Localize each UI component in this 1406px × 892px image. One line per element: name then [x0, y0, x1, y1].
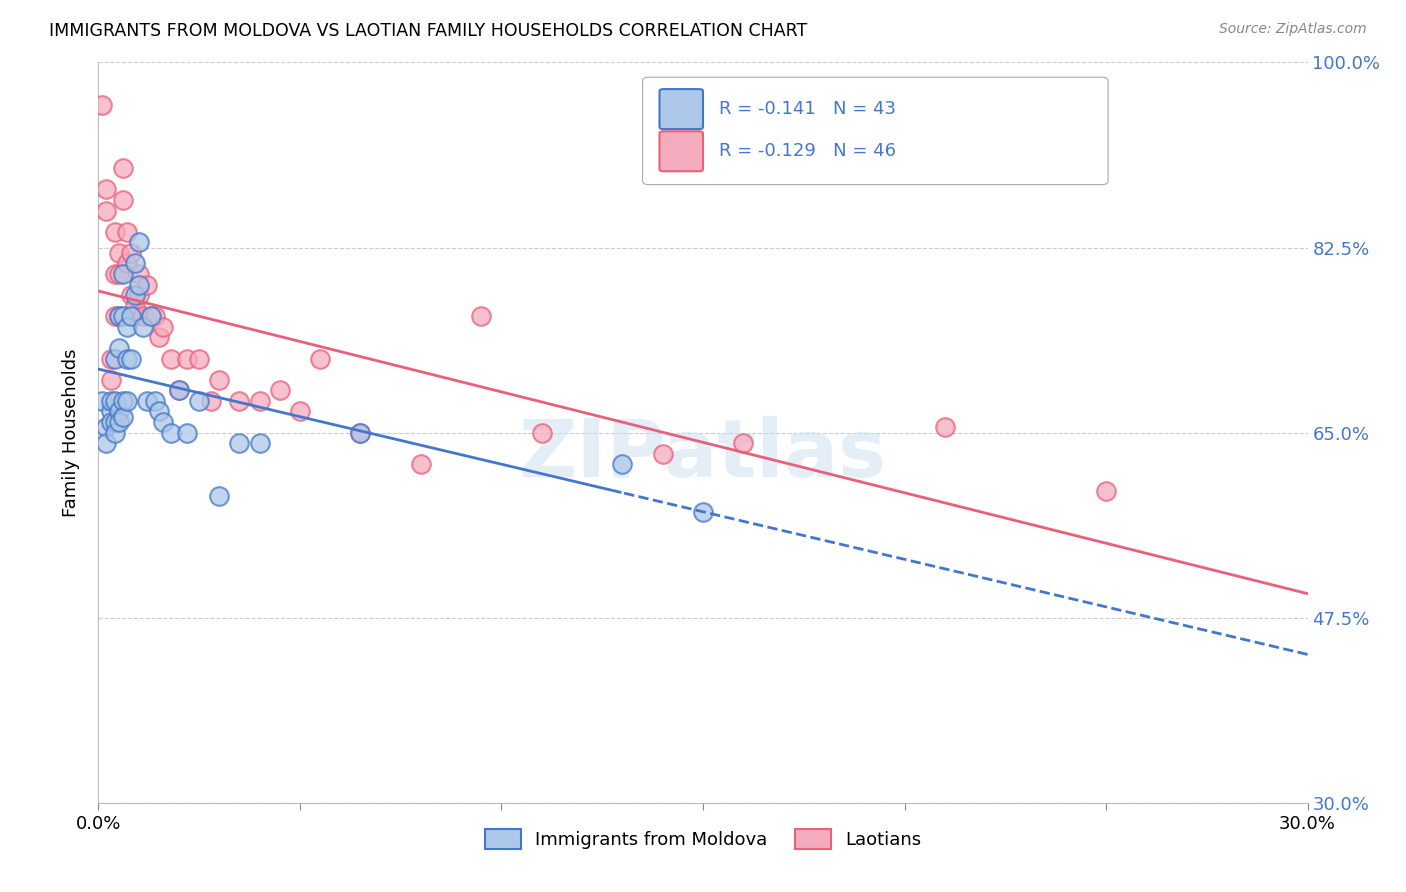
Legend: Immigrants from Moldova, Laotians: Immigrants from Moldova, Laotians	[478, 822, 928, 856]
Point	[733, 436, 755, 450]
Text: R = -0.141   N = 43: R = -0.141 N = 43	[718, 100, 896, 118]
Point	[530, 425, 553, 440]
Point	[103, 225, 125, 239]
Point	[135, 393, 157, 408]
Point	[208, 373, 231, 387]
Point	[124, 288, 146, 302]
Point	[143, 310, 166, 324]
Point	[188, 393, 211, 408]
Point	[148, 404, 170, 418]
Point	[692, 505, 714, 519]
Point	[96, 182, 118, 196]
Point	[470, 310, 492, 324]
Point	[228, 393, 250, 408]
Point	[167, 384, 190, 398]
Point	[120, 288, 142, 302]
Point	[107, 415, 129, 429]
FancyBboxPatch shape	[643, 78, 1108, 185]
Point	[115, 319, 138, 334]
Point	[934, 420, 956, 434]
Point	[124, 299, 146, 313]
Point	[111, 267, 134, 281]
Point	[111, 193, 134, 207]
Point	[139, 310, 162, 324]
Y-axis label: Family Households: Family Households	[62, 349, 80, 516]
Point	[208, 489, 231, 503]
Point	[349, 425, 371, 440]
Point	[107, 245, 129, 260]
Point	[200, 393, 222, 408]
Point	[107, 341, 129, 355]
Point	[148, 330, 170, 344]
Point	[176, 425, 198, 440]
Point	[120, 245, 142, 260]
Point	[115, 225, 138, 239]
Point	[107, 267, 129, 281]
Point	[124, 310, 146, 324]
Point	[249, 436, 271, 450]
Point	[115, 256, 138, 270]
Point	[111, 393, 134, 408]
Point	[349, 425, 371, 440]
Point	[100, 373, 122, 387]
Point	[111, 310, 134, 324]
Point	[96, 420, 118, 434]
Point	[135, 277, 157, 292]
Point	[115, 393, 138, 408]
Point	[100, 393, 122, 408]
Point	[128, 277, 150, 292]
Point	[152, 415, 174, 429]
Point	[309, 351, 332, 366]
Point	[103, 351, 125, 366]
Point	[100, 404, 122, 418]
Point	[152, 319, 174, 334]
Point	[107, 310, 129, 324]
Point	[612, 458, 634, 472]
FancyBboxPatch shape	[659, 89, 703, 129]
Point	[111, 161, 134, 176]
Point	[128, 267, 150, 281]
Point	[100, 351, 122, 366]
Text: IMMIGRANTS FROM MOLDOVA VS LAOTIAN FAMILY HOUSEHOLDS CORRELATION CHART: IMMIGRANTS FROM MOLDOVA VS LAOTIAN FAMIL…	[49, 22, 807, 40]
Point	[120, 310, 142, 324]
Point	[100, 415, 122, 429]
Point	[103, 393, 125, 408]
Point	[103, 425, 125, 440]
Point	[96, 436, 118, 450]
Text: ZIPatlas: ZIPatlas	[519, 416, 887, 494]
Point	[103, 415, 125, 429]
Point	[91, 393, 114, 408]
Point	[120, 351, 142, 366]
Point	[111, 409, 134, 424]
Point	[103, 310, 125, 324]
Point	[115, 351, 138, 366]
Point	[188, 351, 211, 366]
Point	[228, 436, 250, 450]
Point	[128, 235, 150, 250]
Point	[132, 319, 155, 334]
Point	[249, 393, 271, 408]
Point	[288, 404, 311, 418]
FancyBboxPatch shape	[659, 131, 703, 171]
Point	[269, 384, 291, 398]
Point	[176, 351, 198, 366]
Point	[167, 384, 190, 398]
Point	[139, 310, 162, 324]
Point	[128, 288, 150, 302]
Point	[124, 256, 146, 270]
Point	[160, 351, 183, 366]
Point	[143, 393, 166, 408]
Point	[96, 203, 118, 218]
Text: R = -0.129   N = 46: R = -0.129 N = 46	[718, 143, 896, 161]
Point	[651, 447, 673, 461]
Point	[103, 267, 125, 281]
Point	[1095, 483, 1118, 498]
Point	[107, 310, 129, 324]
Point	[160, 425, 183, 440]
Point	[132, 310, 155, 324]
Point	[107, 404, 129, 418]
Point	[409, 458, 432, 472]
Point	[91, 97, 114, 112]
Text: Source: ZipAtlas.com: Source: ZipAtlas.com	[1219, 22, 1367, 37]
